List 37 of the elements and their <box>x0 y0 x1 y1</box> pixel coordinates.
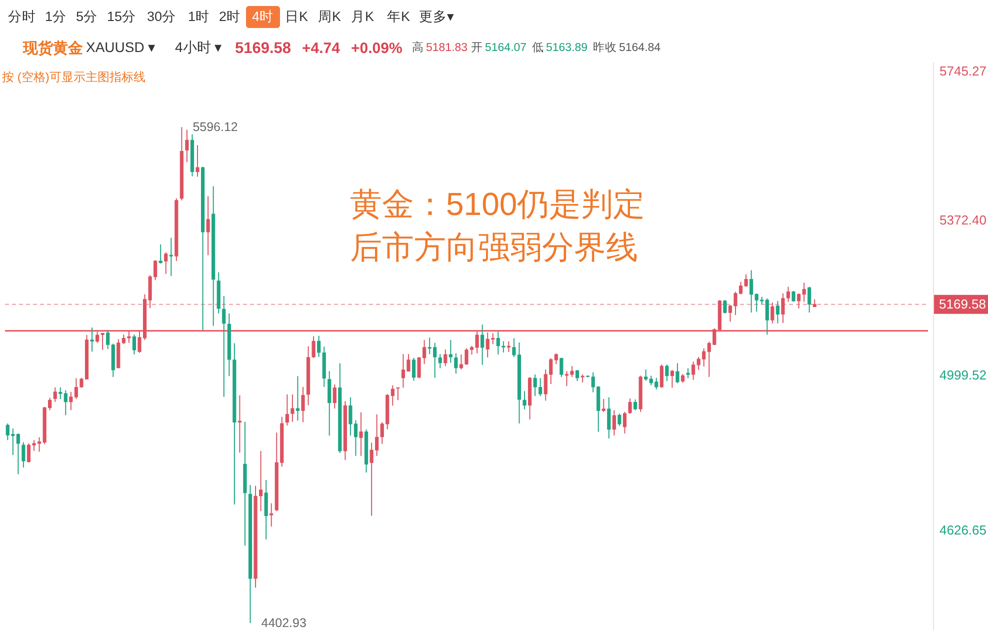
text: 黄金：5100仍是判定 <box>350 186 646 222</box>
text: 2时 <box>219 9 241 24</box>
text: 开 <box>471 41 483 54</box>
text: 5分 <box>76 9 98 24</box>
y-tick-label: 4999.52 <box>940 368 986 383</box>
y-tick-label: 5372.40 <box>940 212 986 228</box>
text: 月K <box>351 9 374 24</box>
text: 4小时 ▾ <box>175 39 222 55</box>
y-tick-label: 5745.27 <box>940 64 986 79</box>
text: 15分 <box>107 9 136 24</box>
text: 现货黄金 <box>22 40 83 57</box>
text: 5164.07 <box>485 42 527 54</box>
text: +4.74 <box>302 40 341 57</box>
text: 后市方向强弱分界线 <box>350 229 638 265</box>
text: 分时 <box>8 9 36 24</box>
text: 周K <box>318 9 342 24</box>
text: 高 <box>412 40 424 54</box>
text: 昨收 <box>593 41 617 54</box>
ref-line-label: 5169.58 <box>939 296 986 312</box>
text: 低 <box>532 41 544 54</box>
text: 30分 <box>147 9 176 24</box>
text: 日K <box>285 9 308 24</box>
text: +0.09% <box>351 40 402 57</box>
text: 1分 <box>45 9 67 24</box>
annotation: 4402.93 <box>261 616 306 630</box>
text: 5181.83 <box>426 42 468 54</box>
text: XAUUSD ▾ <box>86 39 156 55</box>
annotation: 5596.12 <box>192 120 238 134</box>
text: 4时 <box>252 9 274 24</box>
text: 更多▾ <box>419 9 454 24</box>
annotation: 按 (空格)可显示主图指标线 <box>2 70 146 84</box>
text: 1时 <box>188 9 210 24</box>
text: 5163.89 <box>546 42 588 54</box>
text: 5169.58 <box>235 40 292 57</box>
y-tick-label: 4626.65 <box>940 522 986 538</box>
text: 年K <box>387 9 410 24</box>
text: 5164.84 <box>619 42 662 54</box>
